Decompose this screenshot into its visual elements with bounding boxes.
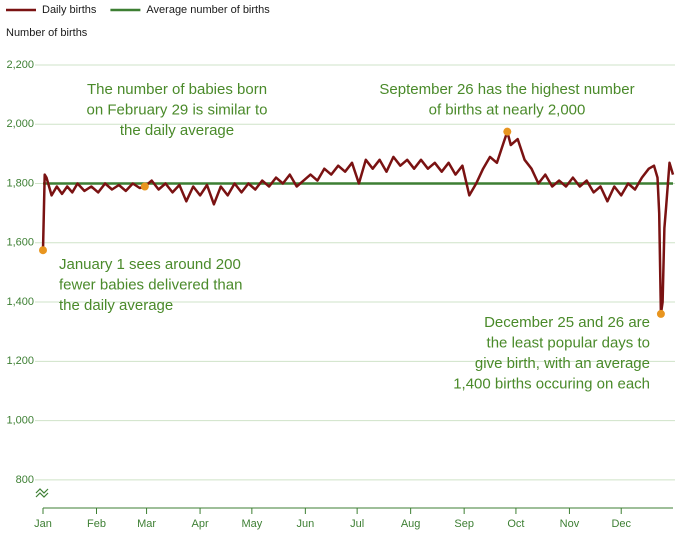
x-tick-label: Sep — [454, 518, 474, 530]
daily-births-line — [41, 130, 675, 316]
annotation: December 25 and 26 are — [484, 314, 650, 331]
annotation: give birth, with an average — [475, 355, 650, 372]
y-tick-label: 800 — [16, 474, 34, 486]
x-tick-label: Aug — [401, 518, 421, 530]
x-tick-label: Feb — [87, 518, 106, 530]
annotation: The number of babies born — [87, 81, 267, 98]
x-tick-label: Oct — [507, 518, 524, 530]
axis-break — [35, 488, 49, 498]
x-tick-label: Jun — [296, 518, 314, 530]
y-tick-label: 1,200 — [6, 355, 34, 367]
annotation: September 26 has the highest number — [379, 81, 634, 98]
annotation: fewer babies delivered than — [59, 276, 242, 293]
x-tick-label: Mar — [137, 518, 156, 530]
annotation: 1,400 births occuring on each — [453, 375, 650, 392]
y-tick-label: 2,200 — [6, 59, 34, 71]
x-tick-label: May — [241, 518, 262, 530]
x-tick-label: Jul — [350, 518, 364, 530]
legend-label: Average number of births — [146, 4, 270, 16]
x-tick-label: Nov — [560, 518, 580, 530]
y-axis-label: Number of births — [6, 27, 88, 39]
annotation: the daily average — [120, 122, 234, 139]
y-tick-label: 1,600 — [6, 237, 34, 249]
x-tick-label: Jan — [34, 518, 52, 530]
annotation: the least popular days to — [487, 334, 650, 351]
y-tick-label: 1,400 — [6, 296, 34, 308]
y-tick-label: 2,000 — [6, 118, 34, 130]
x-tick-label: Dec — [611, 518, 631, 530]
highlight-point — [503, 127, 512, 136]
y-tick-label: 1,800 — [6, 177, 34, 189]
highlight-point — [140, 182, 149, 191]
x-tick-label: Apr — [192, 518, 209, 530]
annotation: January 1 sees around 200 — [59, 256, 241, 273]
annotation: of births at nearly 2,000 — [429, 101, 586, 118]
highlight-point — [39, 246, 47, 255]
y-tick-label: 1,000 — [6, 414, 34, 426]
legend-label: Daily births — [42, 4, 97, 16]
annotation: on February 29 is similar to — [87, 101, 268, 118]
annotation: the daily average — [59, 297, 173, 314]
highlight-point — [656, 309, 665, 318]
